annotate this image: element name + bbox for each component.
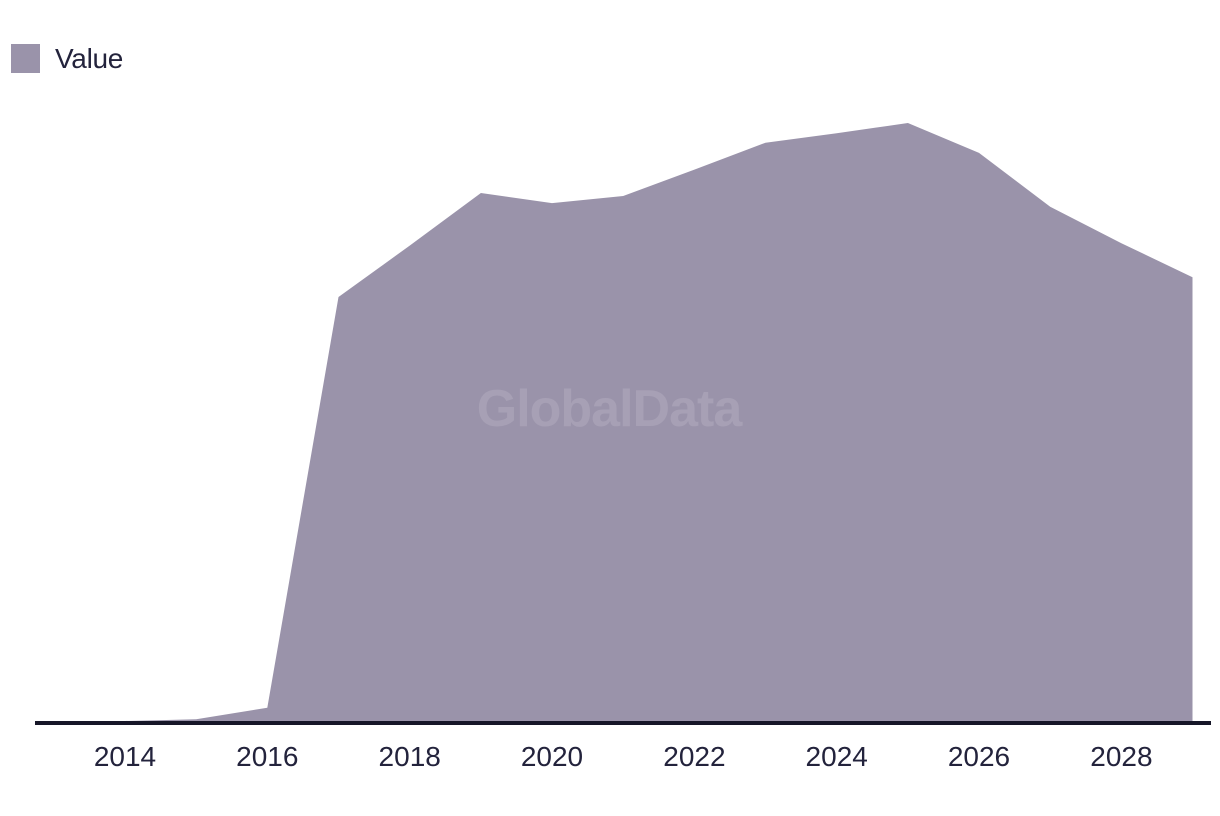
x-axis-line: [35, 721, 1211, 725]
legend-swatch: [11, 44, 40, 73]
x-axis-tick-labels: 2014 2016 2018 2020 2022 2024 2026 2028: [94, 741, 1153, 772]
legend-item-value[interactable]: Value: [11, 44, 123, 73]
x-tick-2018: 2018: [379, 741, 441, 772]
x-tick-2024: 2024: [806, 741, 868, 772]
x-tick-2020: 2020: [521, 741, 583, 772]
x-tick-2026: 2026: [948, 741, 1010, 772]
x-tick-2028: 2028: [1090, 741, 1152, 772]
x-tick-2014: 2014: [94, 741, 156, 772]
globaldata-watermark: GlobalData: [477, 380, 744, 438]
value-area-series: [125, 123, 1193, 721]
x-tick-2022: 2022: [663, 741, 725, 772]
x-tick-2016: 2016: [236, 741, 298, 772]
legend: Value: [11, 44, 123, 73]
legend-label: Value: [55, 43, 124, 74]
